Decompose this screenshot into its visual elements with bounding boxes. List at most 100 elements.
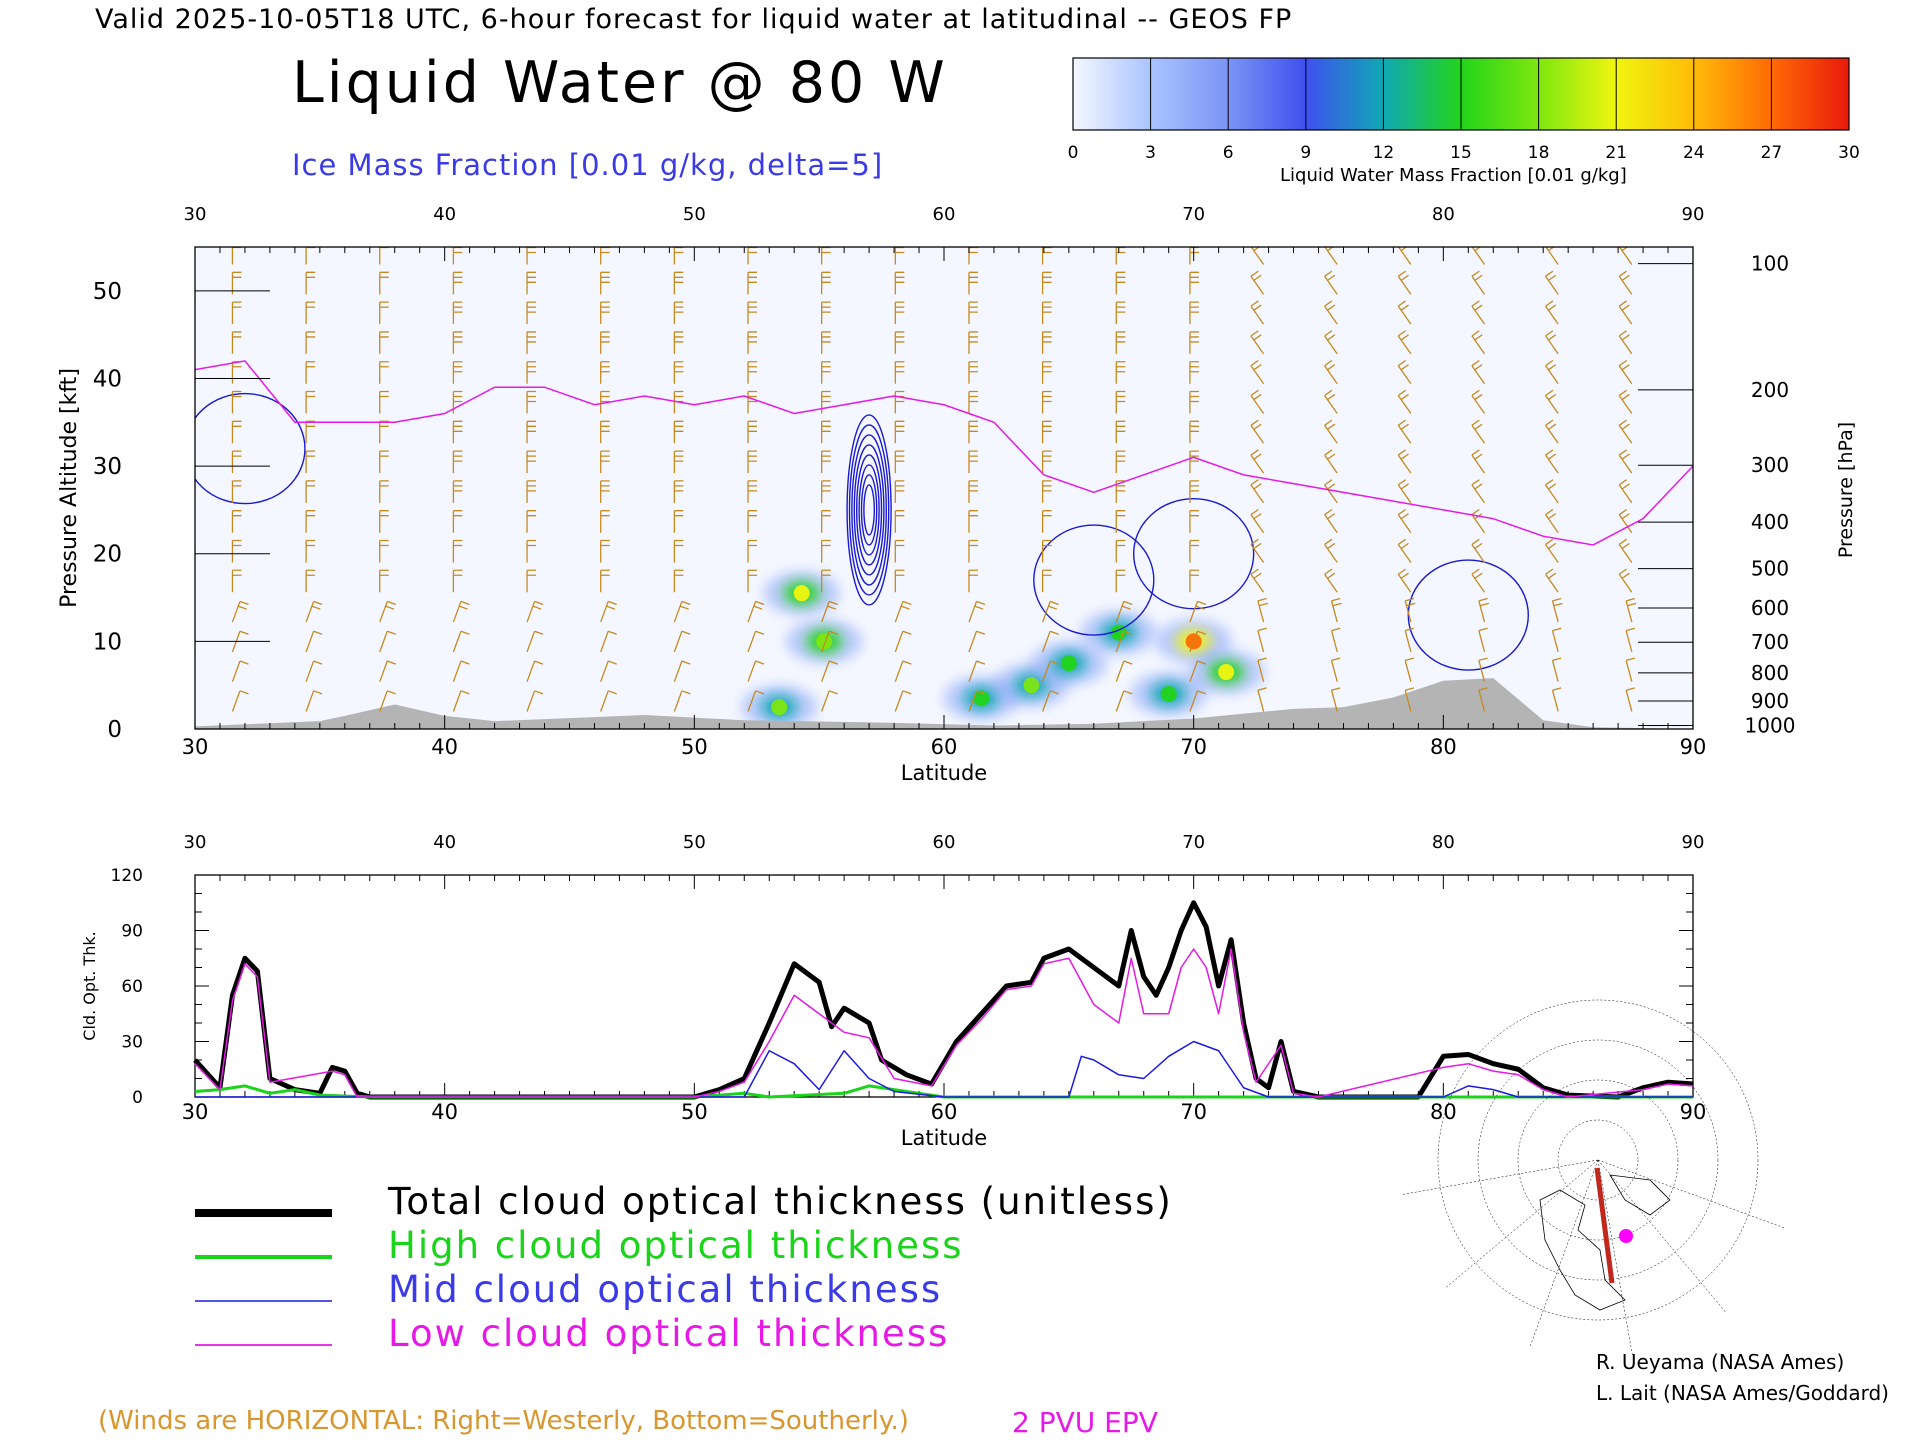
- wind-barb: [1189, 690, 1207, 712]
- x-tick-label: 90: [1680, 1100, 1707, 1124]
- wind-barb: [526, 331, 537, 354]
- wind-barb: [526, 690, 544, 712]
- wind-barb: [1250, 389, 1265, 414]
- wind-barb: [747, 331, 758, 354]
- wind-barb: [600, 660, 617, 682]
- wind-barb: [1478, 687, 1488, 712]
- wind-barb: [1618, 568, 1633, 593]
- wind-barb: [1324, 508, 1338, 534]
- wind-barb: [526, 660, 544, 682]
- wind-barb: [1189, 569, 1199, 593]
- wind-barb: [673, 510, 684, 533]
- wind-barb: [1041, 510, 1052, 533]
- wind-barb: [747, 450, 758, 474]
- wind-barb: [1257, 627, 1267, 653]
- x-tick-label-top: 90: [1682, 204, 1705, 225]
- x-tick-label-top: 30: [184, 832, 207, 853]
- wind-barb: [968, 510, 978, 533]
- wind-barb: [1041, 480, 1052, 503]
- wind-barb: [1551, 597, 1563, 623]
- wind-barb: [1545, 538, 1559, 563]
- pressure-tick-label: 200: [1751, 378, 1789, 402]
- wind-barb: [1478, 627, 1488, 653]
- liquid-water-core: [1023, 677, 1040, 694]
- wind-barb: [821, 301, 831, 325]
- pressure-tick-label: 1000: [1745, 713, 1796, 737]
- wind-barb: [1250, 359, 1265, 385]
- wind-barb: [1189, 630, 1207, 653]
- map-graticule: [1437, 999, 1759, 1321]
- ice-contour: [860, 474, 878, 546]
- colorbar-tick-label: 21: [1605, 143, 1627, 163]
- wind-barb: [968, 480, 978, 503]
- wind-barb: [379, 600, 396, 623]
- wind-barb: [821, 569, 831, 593]
- wind-barb: [747, 361, 758, 384]
- wind-barb: [305, 420, 316, 444]
- wind-barb: [1324, 538, 1338, 563]
- wind-barb: [452, 660, 470, 682]
- wind-barb: [1324, 300, 1338, 325]
- map-graticule: [1557, 1119, 1639, 1201]
- liquid-water-core: [1218, 664, 1235, 681]
- wind-barb: [452, 600, 470, 623]
- wind-barb: [1324, 330, 1338, 355]
- wind-barb: [1545, 479, 1559, 504]
- wind-barb: [1257, 687, 1267, 712]
- x-tick-label: 30: [182, 735, 209, 759]
- wind-barb: [673, 450, 684, 474]
- wind-barb: [894, 247, 905, 265]
- x-tick-label: 60: [931, 735, 958, 759]
- wind-barb: [673, 420, 684, 444]
- colorbar-tick-label: 12: [1373, 143, 1395, 163]
- wind-barb: [747, 690, 765, 712]
- wind-barb: [379, 271, 389, 295]
- pressure-tick-label: 100: [1751, 252, 1789, 276]
- wind-barb: [379, 331, 389, 354]
- wind-barb: [1041, 271, 1052, 295]
- y-tick-label: 60: [121, 977, 143, 997]
- wind-barb: [1545, 359, 1559, 385]
- wind-barb: [1471, 568, 1486, 593]
- page-title: Liquid Water @ 80 W: [292, 50, 948, 116]
- wind-barb: [747, 539, 758, 563]
- liquid-water-core: [1160, 685, 1177, 702]
- wind-barb: [821, 450, 831, 474]
- wind-barb: [1545, 449, 1559, 474]
- wind-barb: [379, 301, 389, 325]
- epv-note: 2 PVU EPV: [1012, 1406, 1158, 1439]
- wind-barb: [452, 361, 463, 384]
- wind-barb: [600, 690, 617, 712]
- wind-barb: [968, 331, 978, 354]
- wind-barb: [894, 510, 905, 533]
- wind-barb: [1324, 359, 1338, 385]
- wind-barb: [968, 247, 978, 265]
- y-axis-label: Cld. Opt. Thk.: [80, 931, 99, 1040]
- credit-line: R. Ueyama (NASA Ames): [1596, 1350, 1845, 1374]
- wind-barb: [1397, 538, 1412, 563]
- wind-barb: [1189, 271, 1199, 295]
- y-tick-label: 120: [111, 866, 143, 886]
- wind-barb: [1189, 301, 1199, 325]
- wind-barb: [1042, 630, 1059, 653]
- x-tick-label-top: 70: [1182, 832, 1205, 853]
- wind-barb: [1041, 420, 1052, 444]
- wind-barb: [1250, 568, 1265, 593]
- wind-barb: [452, 539, 463, 563]
- wind-barb: [968, 660, 986, 682]
- wind-barb: [600, 247, 610, 265]
- liquid-water-core: [771, 699, 788, 716]
- wind-barb: [526, 271, 537, 295]
- pressure-tick-label: 600: [1751, 596, 1789, 620]
- wind-barb: [1041, 331, 1052, 354]
- wind-barb: [673, 480, 684, 503]
- wind-barb: [1404, 627, 1415, 653]
- ice-contour: [1407, 559, 1530, 671]
- wind-barb: [1404, 687, 1415, 712]
- wind-barb: [1545, 330, 1559, 355]
- wind-barb: [968, 450, 978, 474]
- wind-barb: [305, 660, 323, 682]
- wind-barb: [968, 390, 978, 414]
- wind-barb: [968, 600, 986, 623]
- x-tick-label-top: 40: [433, 832, 456, 853]
